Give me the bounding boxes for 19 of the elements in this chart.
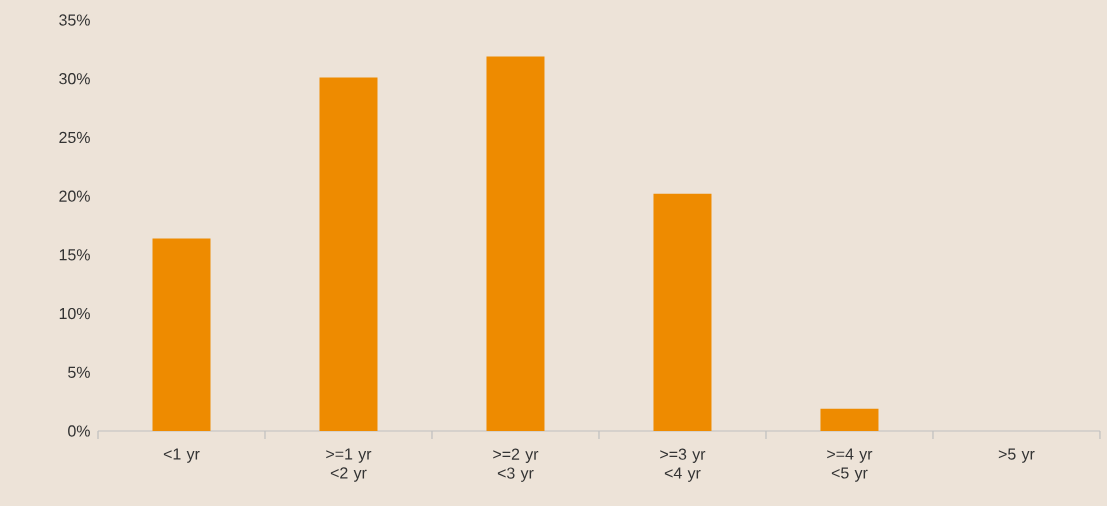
bar — [486, 56, 545, 431]
y-tick-label: 0% — [68, 425, 90, 437]
y-tick-label: 20% — [59, 190, 90, 202]
x-tick-label: <1 yr — [163, 448, 200, 463]
bar — [820, 408, 879, 431]
bar — [653, 193, 712, 431]
x-tick-label: >=3 yr <4 yr — [660, 448, 706, 482]
y-tick-label: 15% — [59, 249, 90, 261]
y-tick-label: 35% — [59, 14, 90, 26]
y-tick-label: 30% — [59, 73, 90, 85]
x-tick-label: >=2 yr <3 yr — [493, 448, 539, 482]
x-tick-label: >5 yr — [998, 448, 1035, 463]
y-tick-label: 5% — [68, 366, 90, 378]
x-tick-label: >=1 yr <2 yr — [326, 448, 372, 482]
bar — [152, 238, 211, 431]
y-tick-label: 25% — [59, 131, 90, 144]
bar — [319, 77, 378, 431]
x-tick-label: >=4 yr <5 yr — [827, 448, 873, 482]
y-tick-label: 10% — [59, 307, 90, 320]
